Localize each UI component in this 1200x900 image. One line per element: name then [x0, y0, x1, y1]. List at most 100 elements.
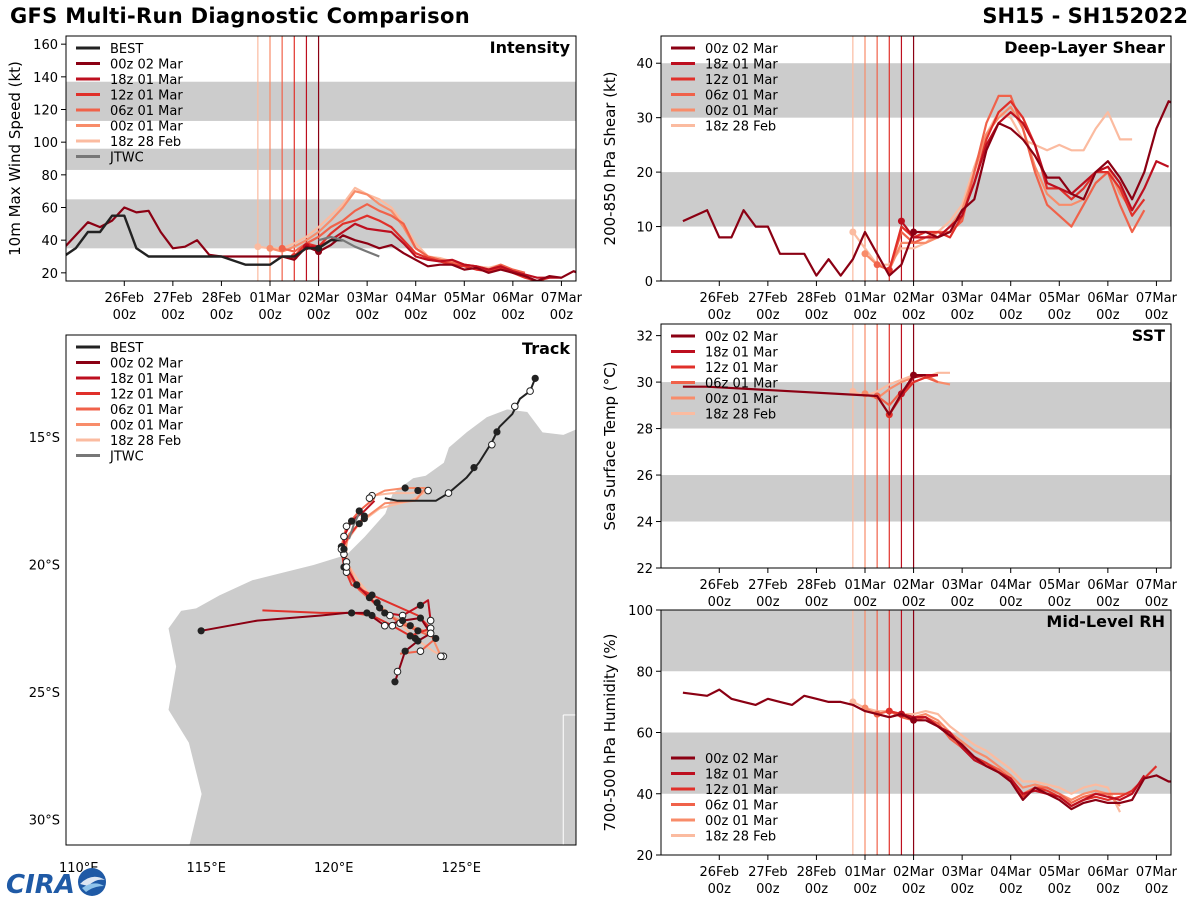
sst-x-tick-label: 05Mar: [1039, 578, 1081, 593]
shear-panel: 0 10 20 30 40 26Feb 00z 27Feb 00z 28Feb 00z 01Mar 00…: [601, 35, 1178, 323]
track-position-marker: [416, 601, 425, 609]
logo-text: CIRA: [6, 870, 75, 898]
intensity-legend-label: 06z 01 Mar: [110, 104, 183, 119]
sst-x-tick-label: 00z: [756, 595, 780, 610]
rh-x-tick-label: 26Feb: [700, 865, 740, 880]
intensity-x-tick-label: 00z: [550, 308, 574, 323]
rh-x-tick-label: 00z: [902, 882, 926, 897]
track-position-marker: [414, 486, 422, 495]
track-open-marker: [488, 440, 496, 449]
intensity-legend-label: 00z 01 Mar: [110, 120, 183, 135]
rh-x-tick-label: 00z: [756, 882, 780, 897]
track-position-marker: [353, 581, 361, 589]
intensity-x-tick-label: 00z: [258, 308, 282, 323]
track-position-marker: [406, 632, 414, 640]
intensity-panel: 20 40 60 80 100 120 140 160 26Feb 00z 27Feb 00z 28Fe…: [6, 35, 583, 323]
track-legend-label: 18z 28 Feb: [110, 434, 181, 449]
intensity-legend-label: JTWC: [109, 151, 144, 166]
rh-legend-label: 12z 01 Mar: [705, 783, 778, 798]
rh-legend-label: 18z 28 Feb: [705, 830, 776, 845]
sst-x-tick-label: 00z: [999, 595, 1023, 610]
track-open-marker: [365, 494, 374, 503]
sst-shaded-band: [661, 475, 1171, 522]
track-legend-label: 06z 01 Mar: [110, 403, 183, 418]
shear-x-tick-label: 02Mar: [893, 291, 935, 306]
rh-y-tick-label: 60: [636, 727, 653, 742]
track-position-marker: [401, 647, 409, 655]
shear-series-line: [900, 111, 1170, 239]
rh-series-marker: [910, 716, 918, 724]
intensity-y-tick-label: 60: [41, 202, 58, 217]
track-open-marker: [437, 652, 445, 661]
track-panel-title: Track: [522, 339, 570, 358]
sst-legend-label: 18z 28 Feb: [705, 408, 776, 423]
intensity-legend-label: 18z 01 Mar: [110, 73, 183, 88]
rh-x-tick-label: 00z: [1048, 882, 1072, 897]
intensity-x-tick-label: 00z: [355, 308, 379, 323]
track-y-tick-label: 20°S: [29, 559, 60, 574]
intensity-shaded-band: [66, 148, 576, 170]
track-position-marker: [470, 464, 478, 472]
intensity-axes-frame: [65, 35, 577, 282]
intensity-y-tick-label: 100: [33, 136, 58, 151]
intensity-x-tick-label: 03Mar: [347, 291, 389, 306]
intensity-y-tick-label: 40: [41, 234, 58, 249]
intensity-x-tick-label: 00z: [404, 308, 428, 323]
sst-x-tick-label: 01Mar: [844, 578, 886, 593]
sst-x-tick-label: 00z: [853, 595, 877, 610]
sst-y-axis-label: Sea Surface Temp (°C): [601, 361, 619, 530]
shear-legend-label: 18z 28 Feb: [705, 120, 776, 135]
shear-legend-label: 00z 02 Mar: [705, 42, 778, 57]
track-open-marker: [444, 489, 453, 497]
track-position-marker: [197, 627, 205, 635]
track-open-marker: [380, 621, 389, 630]
track-open-marker: [424, 486, 432, 495]
track-position-marker: [414, 627, 422, 635]
shear-panel-title: Deep-Layer Shear: [1004, 38, 1165, 57]
shear-series-marker: [861, 250, 869, 258]
intensity-x-tick-label: 00z: [501, 308, 525, 323]
rh-x-tick-label: 01Mar: [844, 865, 886, 880]
track-position-marker: [432, 634, 440, 643]
rh-series-line: [682, 688, 1171, 811]
intensity-x-tick-label: 00z: [307, 308, 331, 323]
sst-x-tick-label: 06Mar: [1087, 578, 1129, 593]
track-position-marker: [401, 484, 409, 492]
sst-x-tick-label: 02Mar: [893, 578, 935, 593]
track-open-marker: [393, 667, 402, 676]
track-open-marker: [526, 387, 534, 395]
intensity-x-tick-label: 28Feb: [202, 291, 242, 306]
sst-x-tick-label: 00z: [1096, 595, 1120, 610]
sst-x-tick-label: 28Feb: [797, 578, 837, 593]
intensity-x-tick-label: 07Mar: [541, 291, 583, 306]
rh-x-tick-label: 03Mar: [942, 865, 984, 880]
track-legend-label: 12z 01 Mar: [110, 388, 183, 403]
sst-series-marker: [849, 387, 857, 395]
rh-shaded-band: [661, 732, 1171, 794]
intensity-y-tick-label: 120: [33, 104, 58, 119]
track-position-marker: [363, 609, 371, 617]
track-x-tick-label: 120°E: [314, 861, 354, 876]
sst-y-tick-label: 32: [636, 330, 653, 345]
shear-x-tick-label: 00z: [1048, 308, 1072, 323]
sst-legend-label: 12z 01 Mar: [705, 361, 778, 376]
sst-plot-area: [661, 324, 1171, 568]
track-open-marker: [426, 629, 435, 638]
rh-x-tick-label: 06Mar: [1087, 865, 1129, 880]
intensity-plot-area: [66, 36, 576, 281]
intensity-series-line: [306, 222, 562, 279]
rh-panel: 20 40 60 80 100 26Feb 00z 27Feb 00z 28Feb 00z 01Mar…: [601, 604, 1178, 897]
intensity-legend-label: 12z 01 Mar: [110, 89, 183, 104]
track-position-marker: [376, 604, 384, 612]
sst-x-tick-label: 00z: [902, 595, 926, 610]
shear-x-tick-label: 03Mar: [942, 291, 984, 306]
intensity-y-tick-label: 80: [41, 169, 58, 184]
rh-y-tick-label: 20: [636, 849, 653, 864]
track-position-marker: [381, 609, 389, 617]
rh-series-line: [876, 709, 1133, 805]
intensity-y-axis-label: 10m Max Wind Speed (kt): [6, 61, 24, 256]
track-position-marker: [416, 614, 425, 622]
rh-x-tick-label: 04Mar: [990, 865, 1032, 880]
rh-x-tick-label: 00z: [1096, 882, 1120, 897]
rh-legend-label: 00z 02 Mar: [705, 752, 778, 767]
